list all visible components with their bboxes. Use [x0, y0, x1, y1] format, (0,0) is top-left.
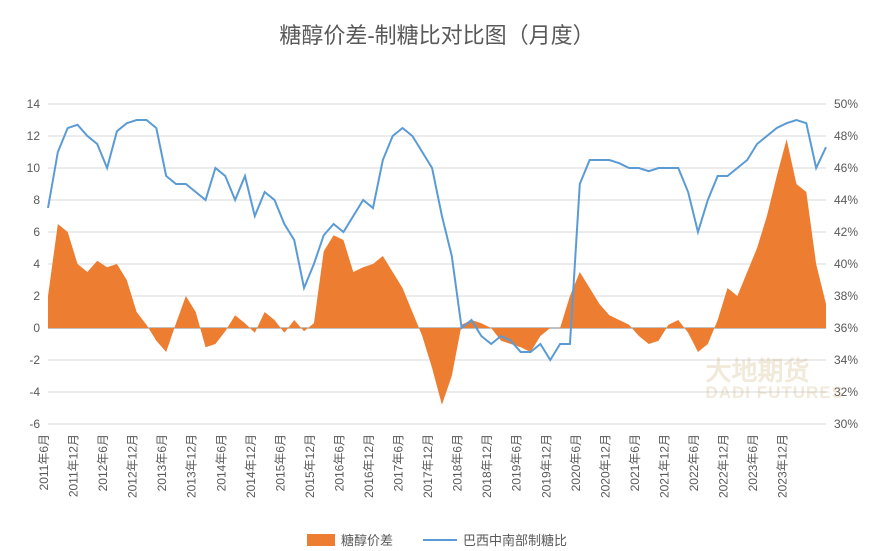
legend: 糖醇价差 巴西中南部制糖比 — [0, 530, 874, 549]
svg-text:48%: 48% — [834, 129, 858, 143]
svg-text:2019年6月: 2019年6月 — [510, 434, 524, 491]
svg-text:50%: 50% — [834, 97, 858, 111]
svg-text:2014年6月: 2014年6月 — [214, 434, 228, 491]
svg-text:2014年12月: 2014年12月 — [244, 434, 258, 498]
svg-text:30%: 30% — [834, 417, 858, 431]
svg-text:2018年12月: 2018年12月 — [480, 434, 494, 498]
svg-text:-2: -2 — [29, 353, 40, 367]
svg-text:8: 8 — [33, 193, 40, 207]
svg-text:2016年12月: 2016年12月 — [362, 434, 376, 498]
svg-text:2016年6月: 2016年6月 — [332, 434, 346, 491]
legend-line-label: 巴西中南部制糖比 — [463, 530, 567, 549]
svg-text:12: 12 — [27, 129, 41, 143]
svg-text:4: 4 — [33, 257, 40, 271]
svg-text:-4: -4 — [29, 385, 40, 399]
watermark-cn: 大地期货 — [705, 358, 844, 384]
svg-text:2021年6月: 2021年6月 — [628, 434, 642, 491]
svg-text:2013年12月: 2013年12月 — [185, 434, 199, 498]
svg-text:40%: 40% — [834, 257, 858, 271]
svg-text:36%: 36% — [834, 321, 858, 335]
svg-text:2015年6月: 2015年6月 — [273, 434, 287, 491]
legend-line: 巴西中南部制糖比 — [423, 530, 567, 549]
svg-text:10: 10 — [27, 161, 41, 175]
svg-text:14: 14 — [27, 97, 41, 111]
svg-text:2022年12月: 2022年12月 — [717, 434, 731, 498]
legend-area: 糖醇价差 — [307, 530, 393, 549]
svg-text:42%: 42% — [834, 225, 858, 239]
svg-text:2021年12月: 2021年12月 — [657, 434, 671, 498]
legend-area-label: 糖醇价差 — [341, 530, 393, 549]
svg-text:0: 0 — [33, 321, 40, 335]
svg-text:-6: -6 — [29, 417, 40, 431]
legend-area-swatch — [307, 534, 335, 546]
svg-text:2012年12月: 2012年12月 — [126, 434, 140, 498]
svg-text:2017年12月: 2017年12月 — [421, 434, 435, 498]
svg-text:2011年12月: 2011年12月 — [67, 434, 81, 497]
chart-plot: -6-4-20246810121430%32%34%36%38%40%42%44… — [0, 44, 874, 535]
legend-line-swatch — [423, 539, 457, 541]
svg-text:2018年6月: 2018年6月 — [451, 434, 465, 491]
svg-text:2013年6月: 2013年6月 — [155, 434, 169, 491]
svg-text:2017年6月: 2017年6月 — [392, 434, 406, 491]
svg-text:6: 6 — [33, 225, 40, 239]
svg-text:2012年6月: 2012年6月 — [96, 434, 110, 491]
svg-text:2023年12月: 2023年12月 — [776, 434, 790, 498]
svg-text:46%: 46% — [834, 161, 858, 175]
svg-text:2020年6月: 2020年6月 — [569, 434, 583, 491]
svg-text:2023年6月: 2023年6月 — [746, 434, 760, 491]
svg-text:2015年12月: 2015年12月 — [303, 434, 317, 498]
svg-text:44%: 44% — [834, 193, 858, 207]
svg-text:38%: 38% — [834, 289, 858, 303]
svg-text:2: 2 — [33, 289, 40, 303]
svg-text:2011年6月: 2011年6月 — [37, 434, 51, 490]
svg-text:2022年6月: 2022年6月 — [687, 434, 701, 491]
watermark: 大地期货 DADI FUTURES — [705, 358, 844, 401]
watermark-en: DADI FUTURES — [705, 384, 844, 401]
svg-text:2020年12月: 2020年12月 — [598, 434, 612, 498]
svg-text:2019年12月: 2019年12月 — [539, 434, 553, 498]
